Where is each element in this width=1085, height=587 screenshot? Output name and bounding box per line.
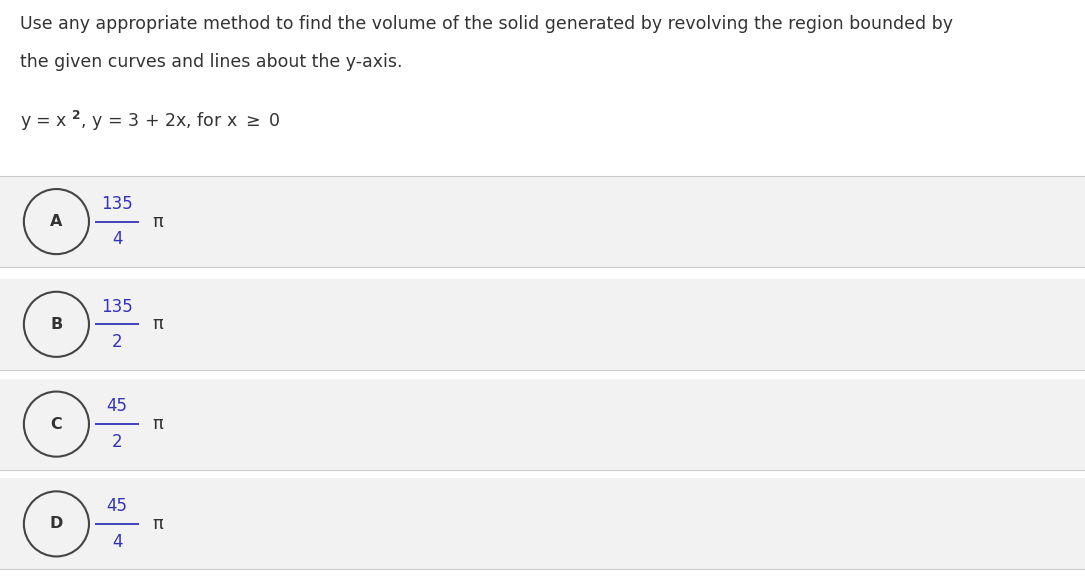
Text: 2: 2 [112, 433, 123, 451]
Text: Use any appropriate method to find the volume of the solid generated by revolvin: Use any appropriate method to find the v… [20, 15, 953, 33]
Text: 135: 135 [101, 195, 133, 213]
Text: the given curves and lines about the y-axis.: the given curves and lines about the y-a… [20, 53, 403, 71]
Text: 2: 2 [112, 333, 123, 351]
Text: 45: 45 [106, 397, 128, 416]
Text: π: π [152, 515, 163, 533]
Text: A: A [50, 214, 63, 229]
Text: B: B [50, 317, 63, 332]
FancyBboxPatch shape [0, 379, 1085, 470]
Text: π: π [152, 212, 163, 231]
FancyBboxPatch shape [0, 478, 1085, 569]
Text: 135: 135 [101, 298, 133, 316]
Text: π: π [152, 415, 163, 433]
FancyBboxPatch shape [0, 176, 1085, 267]
Text: 45: 45 [106, 497, 128, 515]
Text: C: C [51, 417, 62, 431]
Text: 4: 4 [112, 230, 123, 248]
Text: y = x $^{\mathbf{2}}$, y = 3 + 2x, for x $\geq$ 0: y = x $^{\mathbf{2}}$, y = 3 + 2x, for x… [20, 109, 280, 133]
Text: D: D [50, 517, 63, 531]
FancyBboxPatch shape [0, 279, 1085, 370]
Text: π: π [152, 315, 163, 333]
Text: 4: 4 [112, 532, 123, 551]
